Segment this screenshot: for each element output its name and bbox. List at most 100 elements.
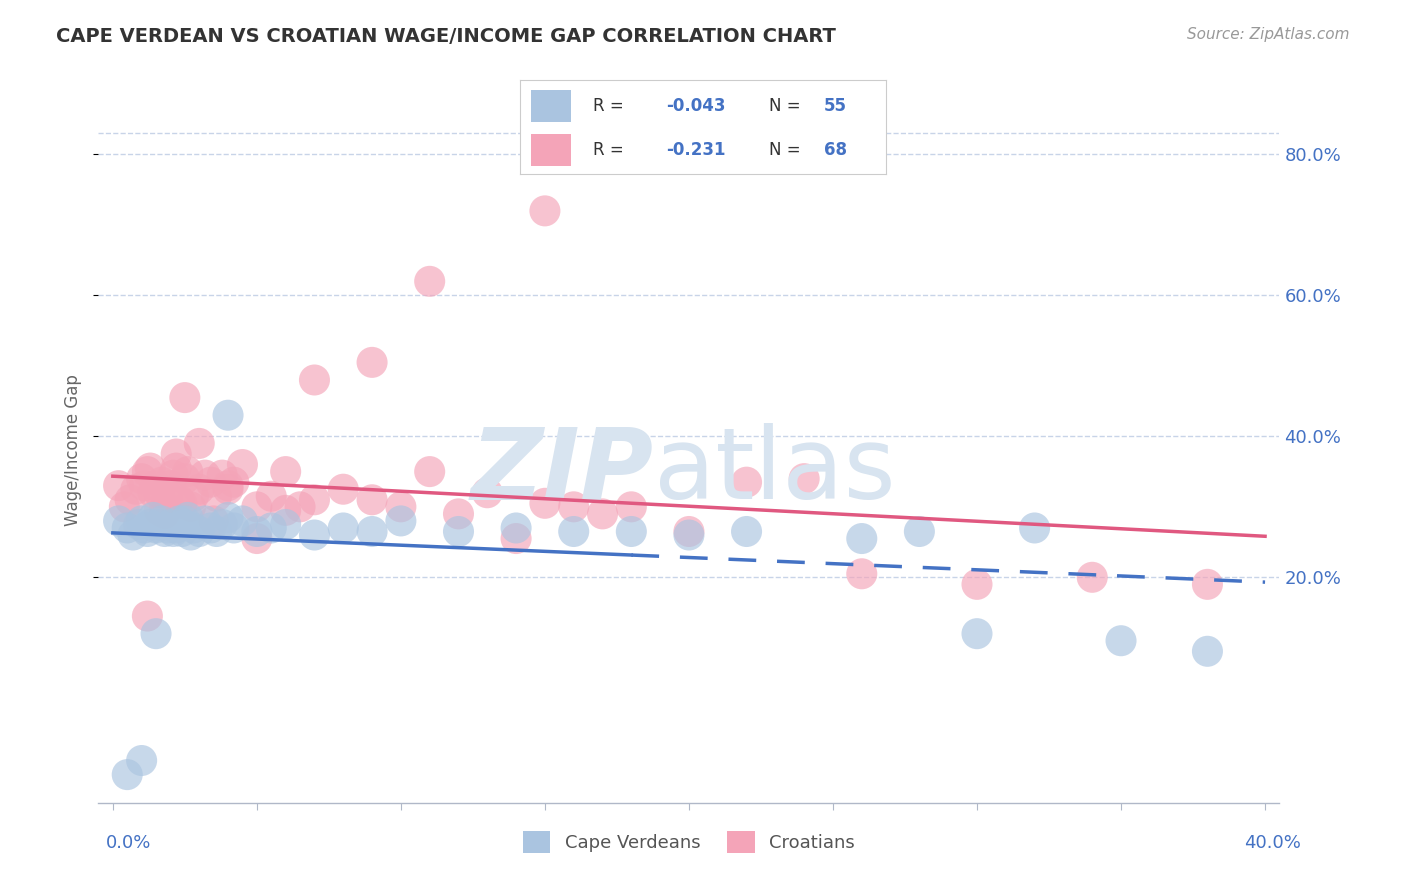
Point <box>793 472 815 486</box>
Text: atlas: atlas <box>654 423 896 520</box>
Point <box>274 465 297 479</box>
Text: -0.231: -0.231 <box>666 141 725 159</box>
Point <box>131 472 153 486</box>
Point <box>139 461 162 475</box>
Point <box>222 521 245 535</box>
Point <box>1197 644 1219 658</box>
Point <box>211 517 233 532</box>
Point <box>200 521 222 535</box>
Point <box>304 373 326 387</box>
Point <box>217 510 239 524</box>
Point <box>389 500 412 514</box>
Text: CAPE VERDEAN VS CROATIAN WAGE/INCOME GAP CORRELATION CHART: CAPE VERDEAN VS CROATIAN WAGE/INCOME GAP… <box>56 27 837 45</box>
Text: 55: 55 <box>824 96 846 114</box>
Point <box>120 492 142 507</box>
Point <box>173 514 195 528</box>
Point <box>180 528 202 542</box>
Text: R =: R = <box>593 141 624 159</box>
Point <box>620 524 643 539</box>
Point <box>304 528 326 542</box>
Point <box>1197 577 1219 591</box>
Text: -0.043: -0.043 <box>666 96 725 114</box>
Point <box>125 482 148 496</box>
Point <box>194 514 217 528</box>
Text: R =: R = <box>593 96 624 114</box>
Point <box>246 500 269 514</box>
Point <box>246 524 269 539</box>
FancyBboxPatch shape <box>531 134 571 167</box>
Point <box>620 500 643 514</box>
Point <box>159 517 181 532</box>
Point <box>159 478 181 492</box>
Point <box>447 507 470 521</box>
Point <box>107 514 129 528</box>
Point <box>361 492 384 507</box>
Point <box>183 521 205 535</box>
Text: 68: 68 <box>824 141 846 159</box>
Point <box>165 521 187 535</box>
Point <box>361 355 384 369</box>
Point <box>128 517 150 532</box>
Point <box>139 517 162 532</box>
Point <box>150 475 173 490</box>
Point <box>145 626 167 640</box>
Point <box>851 532 873 546</box>
Point <box>534 203 557 218</box>
Point <box>534 496 557 510</box>
Point <box>107 478 129 492</box>
Point <box>165 461 187 475</box>
Point <box>966 626 988 640</box>
Point <box>162 524 184 539</box>
Point <box>194 468 217 483</box>
Point <box>153 507 176 521</box>
Point <box>156 521 179 535</box>
Point <box>131 514 153 528</box>
Point <box>183 489 205 503</box>
Point <box>231 458 253 472</box>
Text: Source: ZipAtlas.com: Source: ZipAtlas.com <box>1187 27 1350 42</box>
Text: 0.0%: 0.0% <box>105 834 150 852</box>
Point <box>419 274 441 288</box>
Point <box>260 489 283 503</box>
Point <box>134 478 156 492</box>
Point <box>908 524 931 539</box>
Point <box>389 514 412 528</box>
Point <box>153 500 176 514</box>
Point <box>177 510 200 524</box>
Point <box>167 514 190 528</box>
Legend: Cape Verdeans, Croatians: Cape Verdeans, Croatians <box>516 824 862 861</box>
Point <box>136 609 159 624</box>
FancyBboxPatch shape <box>531 89 571 122</box>
Point <box>200 475 222 490</box>
Point <box>136 524 159 539</box>
Point <box>112 500 135 514</box>
Point <box>1081 570 1104 584</box>
Point <box>153 524 176 539</box>
Point <box>205 489 228 503</box>
Point <box>217 482 239 496</box>
Text: ZIP: ZIP <box>471 423 654 520</box>
Text: 40.0%: 40.0% <box>1244 834 1301 852</box>
Point <box>678 528 700 542</box>
Y-axis label: Wage/Income Gap: Wage/Income Gap <box>65 375 83 526</box>
Point <box>148 517 170 532</box>
Point <box>142 510 165 524</box>
Point <box>735 475 758 490</box>
Point <box>274 517 297 532</box>
Point <box>188 524 211 539</box>
Point <box>562 524 585 539</box>
Point <box>136 465 159 479</box>
Text: N =: N = <box>769 96 800 114</box>
Point <box>447 524 470 539</box>
Point <box>177 465 200 479</box>
Point <box>115 767 138 781</box>
Point <box>148 485 170 500</box>
Point <box>562 500 585 514</box>
Point <box>167 492 190 507</box>
Point <box>1024 521 1046 535</box>
Point <box>304 492 326 507</box>
Point <box>173 517 195 532</box>
Point <box>180 500 202 514</box>
Point <box>142 485 165 500</box>
Point <box>419 465 441 479</box>
